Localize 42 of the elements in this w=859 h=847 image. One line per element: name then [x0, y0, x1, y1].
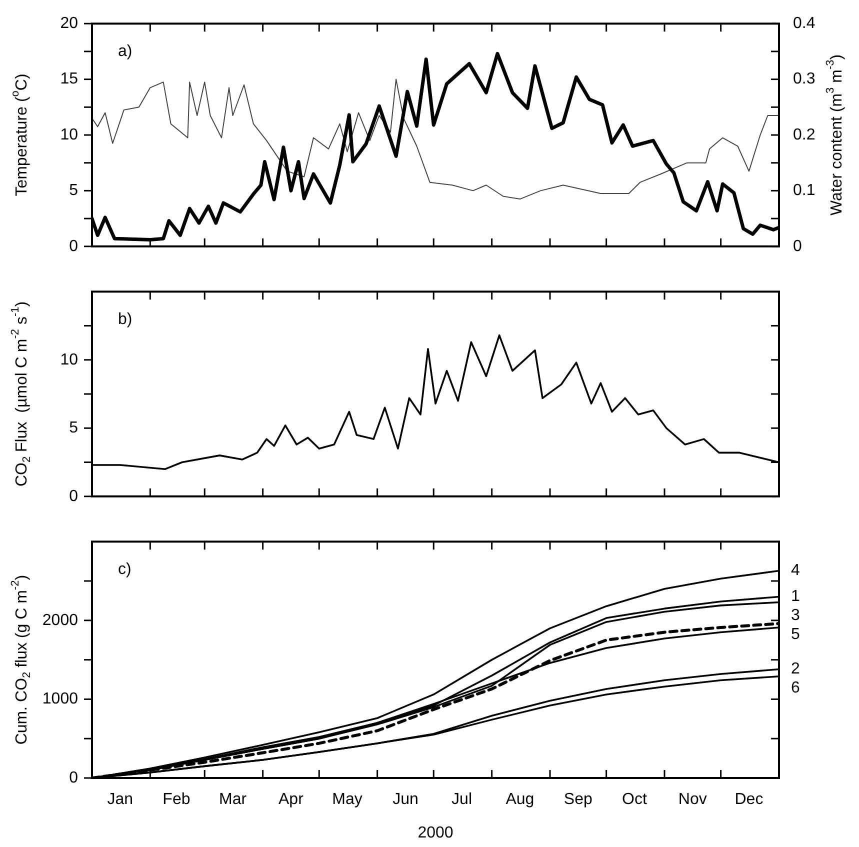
- y-axis-title: CO2 Flux (µmol C m-2 s-1): [10, 301, 33, 487]
- x-tick-label: Oct: [622, 791, 648, 808]
- annotation: a): [118, 43, 132, 60]
- series-label: 5: [791, 626, 800, 644]
- y2-tick-label: 0.3: [793, 70, 816, 88]
- y-tick-label: 1000: [42, 690, 78, 708]
- legend-label: 6: [791, 680, 800, 697]
- annotation: b): [118, 311, 132, 328]
- y-axis-title: Temperature (oC): [10, 74, 30, 196]
- y-tick-label: 15: [60, 70, 78, 88]
- y-tick-label: 5: [69, 420, 78, 437]
- legend-label: 2: [791, 660, 800, 678]
- y-tick-label: 2000: [42, 612, 78, 629]
- y2-tick-label: 0.2: [793, 126, 816, 144]
- x-tick-label: Sep: [564, 791, 592, 808]
- x-tick-label: Aug: [506, 791, 534, 808]
- x-tick-label: Jun: [392, 791, 418, 808]
- annotation: c): [118, 561, 132, 578]
- x-tick-label: Apr: [278, 791, 304, 808]
- x-tick-label: Mar: [218, 791, 248, 808]
- x-axis-title: 2000: [418, 824, 454, 842]
- y-tick-label: 0: [69, 488, 78, 505]
- x-tick-label: Feb: [162, 791, 190, 808]
- y-tick-label: 10: [60, 126, 78, 144]
- x-tick-label: Jan: [107, 791, 134, 808]
- x-tick-label: Nov: [678, 791, 707, 808]
- y2-axis-title: Water content (m3 m-3): [824, 54, 846, 216]
- y-tick-label: 20: [60, 15, 78, 32]
- y-tick-label: 0: [69, 238, 78, 255]
- x-tick-label: Dec: [734, 791, 764, 808]
- y2-tick-label: 0.4: [793, 15, 816, 32]
- series-label: 1: [791, 588, 800, 606]
- x-tick-label: May: [332, 791, 362, 808]
- y-tick-label: 0: [69, 769, 78, 786]
- y-tick-label: 10: [60, 351, 78, 368]
- y2-tick-label: 0.1: [793, 182, 816, 200]
- y-tick-label: 5: [69, 182, 78, 200]
- legend-label: 4: [791, 562, 800, 580]
- y-axis-title: Cum. CO2 flux (g C m-2): [10, 574, 33, 745]
- y2-tick-label: 0: [793, 238, 802, 255]
- legend-label: 3: [791, 607, 800, 624]
- x-tick-label: Jul: [452, 791, 472, 808]
